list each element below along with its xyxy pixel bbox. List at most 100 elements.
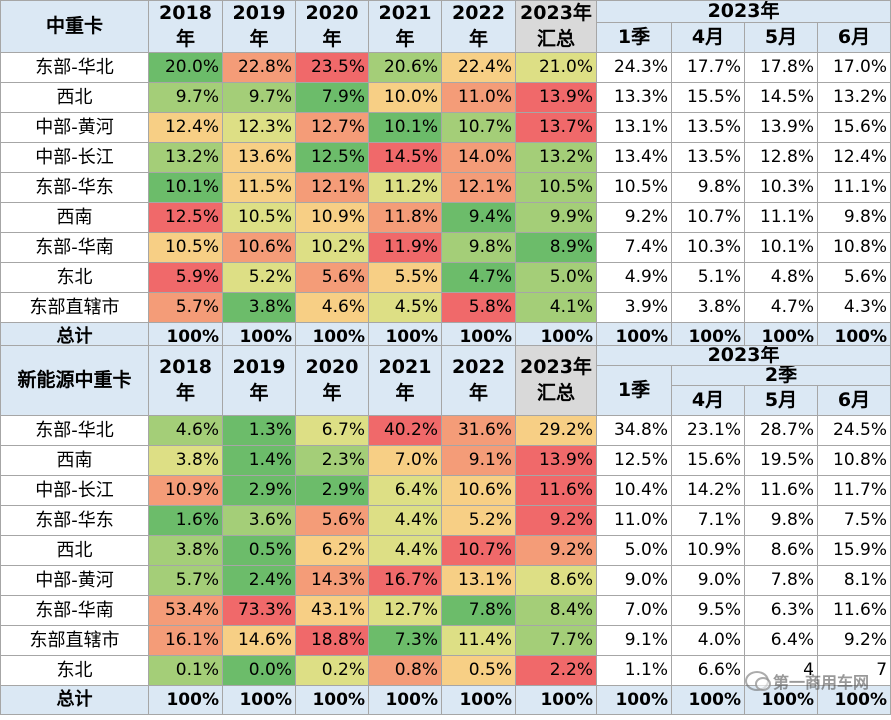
month-cell: 5.1% <box>671 262 745 294</box>
share-cell: 10.7% <box>441 112 516 144</box>
month-header: 5月 <box>744 385 818 416</box>
share-cell: 22.4% <box>441 52 516 84</box>
share-cell: 10.0% <box>368 82 442 114</box>
month-cell: 24.5% <box>816 415 891 446</box>
header-row: 新能源中重卡 2018 年 2019 年 2020 年 2021 年 2022 年 2023… <box>0 345 891 416</box>
share-cell: 21.0% <box>515 52 597 84</box>
total-2023-header: 2023年 汇总 <box>515 345 597 416</box>
share-cell: 8.9% <box>515 232 597 264</box>
share-cell: 3.8% <box>148 535 223 566</box>
share-cell: 1.6% <box>148 505 223 536</box>
month-cell: 12.4% <box>816 142 891 174</box>
month-cell: 15.6% <box>816 112 891 144</box>
month-cell: 13.2% <box>816 82 891 114</box>
share-cell: 10.6% <box>222 232 296 264</box>
share-cell: 11.9% <box>368 232 442 264</box>
share-cell: 10.5% <box>515 172 597 204</box>
table-row: 中部-长江 10.9% 2.9% 2.9% 6.4% 10.6% 11.6% 10.4% 14.… <box>0 475 891 506</box>
region-cell: 中部-黄河 <box>0 565 149 596</box>
month-cell: 7.8% <box>744 565 818 596</box>
month-cell: 14.2% <box>671 475 745 506</box>
share-cell: 10.5% <box>148 232 223 264</box>
q2-header: 2季 <box>670 365 891 386</box>
month-cell: 10.5% <box>596 172 672 204</box>
month-cell: 12.5% <box>596 445 672 476</box>
month-cell: 14.5% <box>744 82 818 114</box>
month-cell: 11.1% <box>744 202 818 234</box>
total-cell: 100% <box>596 685 672 715</box>
share-cell: 7.8% <box>441 595 516 626</box>
period-header: 5月 <box>744 22 818 54</box>
table-row: 东部-华东 1.6% 3.6% 5.6% 4.4% 5.2% 9.2% 11.0% 7.1% 9.… <box>0 505 891 536</box>
year-header: 2021 年 <box>368 345 442 416</box>
table-row: 西北 3.8% 0.5% 6.2% 4.4% 10.7% 9.2% 5.0% 10.9% 8.6%… <box>0 535 891 566</box>
year-header: 2022 年 <box>441 345 516 416</box>
region-cell: 中部-长江 <box>0 142 149 174</box>
share-cell: 0.8% <box>368 655 442 686</box>
month-cell: 9.8% <box>671 172 745 204</box>
year-header: 2018 年 <box>148 0 223 54</box>
table-title: 中重卡 <box>0 0 149 54</box>
region-cell: 东部-华东 <box>0 505 149 536</box>
share-cell: 5.6% <box>295 262 369 294</box>
month-cell: 10.8% <box>816 445 891 476</box>
table-row: 西南 3.8% 1.4% 2.3% 7.0% 9.1% 13.9% 12.5% 15.6% 19.… <box>0 445 891 476</box>
month-cell: 15.5% <box>671 82 745 114</box>
share-cell: 13.7% <box>515 112 597 144</box>
region-cell: 中部-长江 <box>0 475 149 506</box>
total-label: 总计 <box>0 685 149 715</box>
share-cell: 5.5% <box>368 262 442 294</box>
watermark-text: 第一商用车网 <box>772 673 869 692</box>
share-cell: 16.1% <box>148 625 223 656</box>
share-cell: 5.9% <box>148 262 223 294</box>
wechat-icon <box>744 671 771 691</box>
table-row: 中部-黄河 12.4% 12.3% 12.7% 10.1% 10.7% 13.7% 13.1%… <box>0 112 891 144</box>
month-cell: 10.3% <box>671 232 745 264</box>
region-cell: 西北 <box>0 535 149 566</box>
month-cell: 6.4% <box>744 625 818 656</box>
total-cell: 100% <box>368 685 442 715</box>
month-cell: 5.6% <box>816 262 891 294</box>
share-cell: 14.3% <box>295 565 369 596</box>
share-cell: 2.3% <box>295 445 369 476</box>
table-row: 西北 9.7% 9.7% 7.9% 10.0% 11.0% 13.9% 13.3% 15.5% 1… <box>0 82 891 114</box>
month-cell: 17.7% <box>671 52 745 84</box>
region-cell: 西南 <box>0 445 149 476</box>
month-cell: 4.0% <box>671 625 745 656</box>
month-cell: 8.6% <box>744 535 818 566</box>
month-cell: 19.5% <box>744 445 818 476</box>
share-cell: 13.2% <box>148 142 223 174</box>
table-row: 东部-华南 53.4% 73.3% 43.1% 12.7% 7.8% 8.4% 7.0% 9.5… <box>0 595 891 626</box>
month-cell: 13.9% <box>744 112 818 144</box>
share-cell: 5.6% <box>295 505 369 536</box>
table-row: 东部-华北 20.0% 22.8% 23.5% 20.6% 22.4% 21.0% 24.3%… <box>0 52 891 84</box>
share-cell: 10.9% <box>295 202 369 234</box>
region-cell: 西北 <box>0 82 149 114</box>
total-cell: 100% <box>671 685 745 715</box>
share-cell: 9.9% <box>515 202 597 234</box>
month-cell: 4.8% <box>744 262 818 294</box>
header-row: 1季 4月 5月 6月 <box>1 22 891 54</box>
share-cell: 10.7% <box>441 535 516 566</box>
year-header: 2022 年 <box>441 0 516 54</box>
month-cell: 3.9% <box>596 292 672 324</box>
share-cell: 12.5% <box>148 202 223 234</box>
share-cell: 9.2% <box>515 535 597 566</box>
table-row: 中部-黄河 5.7% 2.4% 14.3% 16.7% 13.1% 8.6% 9.0% 9.0%… <box>0 565 891 596</box>
month-cell: 6.3% <box>744 595 818 626</box>
share-cell: 6.4% <box>368 475 442 506</box>
share-cell: 5.8% <box>441 292 516 324</box>
share-cell: 9.4% <box>441 202 516 234</box>
total-cell: 100% <box>222 685 296 715</box>
share-cell: 10.6% <box>441 475 516 506</box>
share-cell: 9.7% <box>148 82 223 114</box>
region-cell: 东部-华北 <box>0 52 149 84</box>
table-row: 东部-华南 10.5% 10.6% 10.2% 11.9% 9.8% 8.9% 7.4% 10.… <box>0 232 891 264</box>
share-cell: 9.2% <box>515 505 597 536</box>
month-cell: 9.5% <box>671 595 745 626</box>
month-cell: 10.1% <box>744 232 818 264</box>
q1-header: 1季 <box>596 365 672 416</box>
share-cell: 5.0% <box>515 262 597 294</box>
month-cell: 7.5% <box>816 505 891 536</box>
